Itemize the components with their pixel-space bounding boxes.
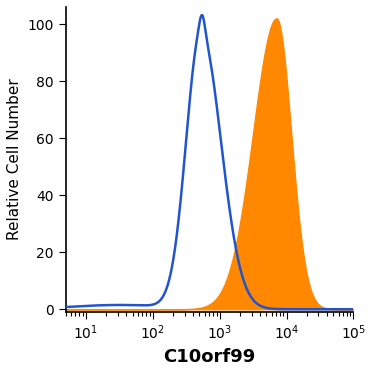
Y-axis label: Relative Cell Number: Relative Cell Number	[7, 79, 22, 240]
X-axis label: C10orf99: C10orf99	[163, 348, 256, 366]
